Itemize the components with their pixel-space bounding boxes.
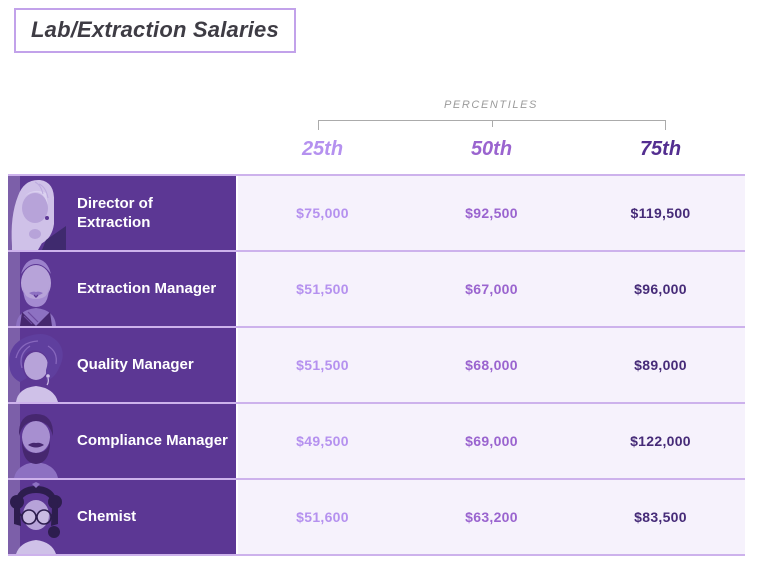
value-25th: $51,500	[296, 357, 349, 373]
table-row: Quality Manager $51,500 $68,000 $89,000	[8, 328, 745, 404]
row-values: $51,500 $67,000 $96,000	[238, 252, 745, 326]
salary-table: Director of Extraction $75,000 $92,500 $…	[8, 174, 745, 556]
value-25th: $51,500	[296, 281, 349, 297]
woman-light-hair-avatar-icon	[8, 176, 66, 250]
bracket-middle-tick	[492, 121, 493, 127]
value-25th: $75,000	[296, 205, 349, 221]
title-box: Lab/Extraction Salaries	[14, 8, 296, 53]
percentile-column-headers: 25th 50th 75th	[238, 138, 745, 161]
row-values: $49,500 $69,000 $122,000	[238, 404, 745, 478]
man-dark-beard-avatar-icon	[8, 404, 66, 478]
row-label-cell: Extraction Manager	[8, 252, 236, 326]
column-header-75th: 75th	[639, 138, 682, 160]
column-header-25th: 25th	[301, 138, 344, 160]
row-label: Extraction Manager	[77, 280, 217, 298]
value-75th: $119,500	[630, 205, 691, 221]
percentiles-heading: PERCENTILES	[443, 99, 538, 111]
percentiles-bracket	[318, 120, 666, 130]
value-75th: $96,000	[634, 281, 687, 297]
table-row: Compliance Manager $49,500 $69,000 $122,…	[8, 404, 745, 480]
row-values: $51,500 $68,000 $89,000	[238, 328, 745, 402]
page-title: Lab/Extraction Salaries	[31, 17, 279, 42]
row-label: Compliance Manager	[77, 432, 228, 450]
row-label-cell: Quality Manager	[8, 328, 236, 402]
value-25th: $49,500	[296, 433, 349, 449]
value-75th: $83,500	[634, 509, 687, 525]
row-values: $51,600 $63,200 $83,500	[238, 480, 745, 554]
woman-glasses-avatar-icon	[8, 480, 66, 554]
value-75th: $122,000	[630, 433, 691, 449]
row-label: Quality Manager	[77, 356, 194, 374]
row-label-cell: Director of Extraction	[8, 176, 236, 250]
value-75th: $89,000	[634, 357, 687, 373]
table-row: Chemist $51,600 $63,200 $83,500	[8, 480, 745, 556]
value-50th: $63,200	[465, 509, 518, 525]
table-row: Extraction Manager $51,500 $67,000 $96,0…	[8, 252, 745, 328]
value-25th: $51,600	[296, 509, 349, 525]
row-label-cell: Chemist	[8, 480, 236, 554]
column-header-50th: 50th	[470, 138, 513, 160]
row-label-cell: Compliance Manager	[8, 404, 236, 478]
woman-wavy-hair-avatar-icon	[8, 328, 66, 402]
value-50th: $67,000	[465, 281, 518, 297]
table-row: Director of Extraction $75,000 $92,500 $…	[8, 176, 745, 252]
man-balding-beard-avatar-icon	[8, 252, 66, 326]
value-50th: $69,000	[465, 433, 518, 449]
row-label: Chemist	[77, 508, 137, 526]
row-values: $75,000 $92,500 $119,500	[238, 176, 745, 250]
row-label: Director of Extraction	[77, 194, 153, 232]
value-50th: $68,000	[465, 357, 518, 373]
value-50th: $92,500	[465, 205, 518, 221]
